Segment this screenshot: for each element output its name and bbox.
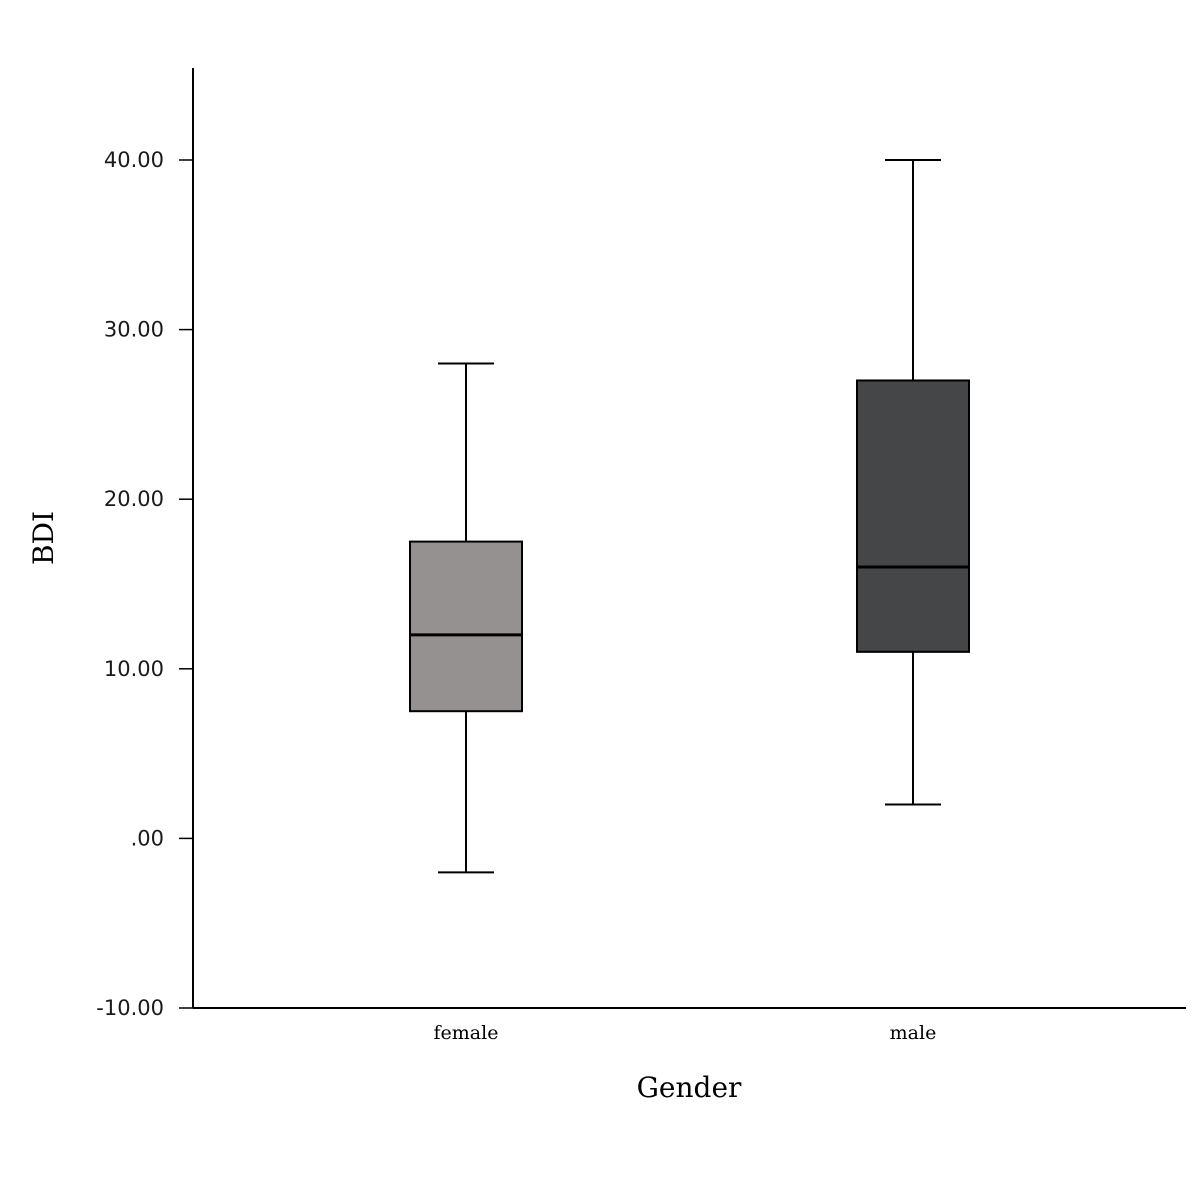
box-group [409,159,970,874]
y-axis-ticks: -10.00 .00 10.00 20.00 30.00 40.00 [96,148,193,1020]
y-tick-label: 40.00 [104,148,164,172]
y-tick-label: 20.00 [104,487,164,511]
x-tick-label-female: female [434,1022,499,1044]
y-tick-label: -10.00 [96,996,164,1020]
x-axis-title: Gender [637,1071,742,1104]
iqr-box [856,379,970,653]
box-male [856,159,970,806]
x-axis-labels: female male [434,1022,937,1044]
box-female [409,362,523,874]
y-tick-label: .00 [131,826,164,850]
x-tick-label-male: male [890,1022,937,1044]
y-tick-label: 10.00 [104,657,164,681]
iqr-box [409,540,523,713]
y-axis-title: BDI [27,511,60,565]
y-tick-label: 30.00 [104,318,164,342]
